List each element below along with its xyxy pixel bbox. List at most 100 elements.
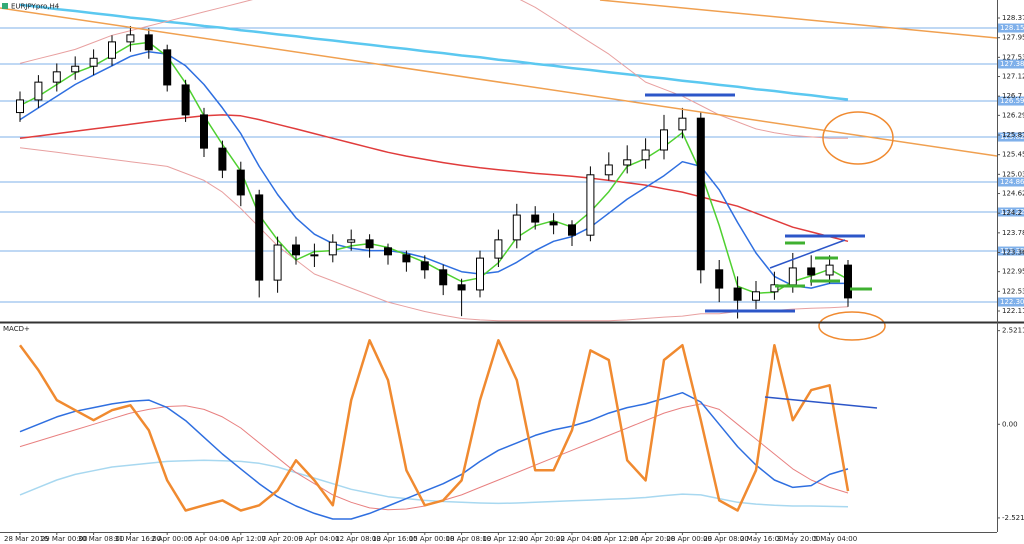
level-label: 122.302 xyxy=(1000,298,1024,306)
y-tick-label: 123.36 xyxy=(1002,248,1024,256)
candle-body xyxy=(292,244,300,256)
y-tick-label: 123.78 xyxy=(1002,229,1024,237)
y-tick-label: 127.53 xyxy=(1002,53,1024,61)
y-tick-label: 126.29 xyxy=(1002,111,1024,119)
y-tick-label: 122.53 xyxy=(1002,287,1024,295)
x-tick-label: 25 Apr 12:00 xyxy=(593,535,639,543)
candle-body xyxy=(34,81,43,101)
level-box xyxy=(998,96,1024,106)
trend-line xyxy=(0,7,997,157)
y-tick-label: 125.87 xyxy=(1002,131,1024,139)
candle-body xyxy=(200,114,208,149)
candle-body xyxy=(420,261,429,271)
y-tick-label: 122.11 xyxy=(1002,307,1024,315)
x-tick-label: 18 Apr 08:00 xyxy=(446,535,492,543)
x-tick-label: 5 May 04:00 xyxy=(814,535,858,543)
marker-line xyxy=(769,239,846,269)
level-label: 125.827 xyxy=(1000,133,1024,141)
candle-body xyxy=(144,34,153,51)
y-tick-label: 122.95 xyxy=(1002,268,1024,276)
candle-body xyxy=(678,117,687,131)
x-tick-label: 20 Apr 20:00 xyxy=(519,535,565,543)
x-tick-label: 22 Apr 04:00 xyxy=(556,535,602,543)
candle-body xyxy=(549,221,558,226)
candle-body xyxy=(568,224,576,236)
x-tick-label: 28 Mar 2016 xyxy=(4,535,49,543)
highlight-ellipse xyxy=(818,311,886,341)
candle-body xyxy=(384,247,392,256)
candle-body xyxy=(807,267,816,276)
candle-body xyxy=(623,159,632,166)
y-tick-label: 125.03 xyxy=(1002,170,1024,178)
candle-body xyxy=(660,129,668,151)
candle-body xyxy=(825,264,834,276)
y-tick-label: 124.2 xyxy=(1002,209,1022,217)
candle-body xyxy=(715,269,724,289)
x-tick-label: 9 Apr 04:00 xyxy=(298,535,339,543)
indicator-line xyxy=(19,3,849,101)
candle-body xyxy=(494,239,503,259)
level-label: 123.391 xyxy=(1000,247,1024,255)
candle-body xyxy=(604,164,613,176)
candle-body xyxy=(16,99,24,114)
x-tick-label: 2 May 16:00 xyxy=(740,535,784,543)
level-box xyxy=(998,59,1024,69)
indicator-line xyxy=(19,459,849,508)
candle-body xyxy=(696,117,705,271)
x-tick-label: 3 May 20:00 xyxy=(777,535,821,543)
candle-body xyxy=(255,194,264,281)
y-tick-label: 2.5211 xyxy=(1002,327,1024,335)
level-label: 128.156 xyxy=(1000,24,1024,32)
indicator-line xyxy=(19,147,849,322)
x-tick-label: 29 Mar 00:00 xyxy=(41,535,88,543)
x-tick-label: 15 Apr 00:00 xyxy=(409,535,455,543)
candle-body xyxy=(181,84,190,116)
level-box xyxy=(998,207,1024,217)
candle-body xyxy=(126,34,135,43)
x-tick-label: 13 Apr 16:00 xyxy=(372,535,418,543)
candle-body xyxy=(457,284,466,291)
trend-line xyxy=(599,0,997,39)
x-tick-label: 31 Mar 16:00 xyxy=(114,535,161,543)
candle-body xyxy=(788,267,797,286)
x-tick-label: 28 Apr 00:00 xyxy=(666,535,712,543)
marker-line xyxy=(764,396,878,409)
x-tick-label: 29 Apr 08:00 xyxy=(703,535,749,543)
drawings xyxy=(0,0,997,313)
x-tick-label: 6 Apr 12:00 xyxy=(225,535,266,543)
candle-body xyxy=(531,214,540,223)
highlight-ellipse xyxy=(822,111,894,165)
candle-body xyxy=(108,41,116,59)
candle-body xyxy=(844,264,852,299)
y-tick-label: 0.00 xyxy=(1002,420,1018,428)
y-tick-label: 125.45 xyxy=(1002,151,1024,159)
level-label: 127.387 xyxy=(1000,60,1024,68)
y-tick-label: 127.95 xyxy=(1002,34,1024,42)
x-tick-label: 19 Apr 12:00 xyxy=(482,535,528,543)
y-tick-label: 124.62 xyxy=(1002,190,1024,198)
candle-body xyxy=(641,149,650,161)
candle-body xyxy=(512,214,521,241)
candle-body xyxy=(52,71,61,83)
candle-body xyxy=(89,57,98,67)
candle-body xyxy=(770,284,779,293)
x-tick-label: 26 Apr 20:00 xyxy=(630,535,676,543)
y-tick-label: 127.12 xyxy=(1002,73,1024,81)
y-tick-label: 126.7 xyxy=(1002,92,1022,100)
macd-panel xyxy=(18,339,850,520)
indicator-line xyxy=(18,339,850,512)
level-label: 124.866 xyxy=(1000,178,1024,186)
x-tick-label: 30 Mar 08:00 xyxy=(78,535,125,543)
candle-body xyxy=(310,254,319,257)
indicator-line xyxy=(19,0,848,139)
candle-body xyxy=(71,65,80,73)
candle-body xyxy=(163,49,172,86)
candle-body xyxy=(236,169,245,196)
price-panel xyxy=(16,0,852,322)
candle-body xyxy=(733,287,742,301)
indicator-title: MACD+ xyxy=(3,325,30,333)
x-tick-label: 2 Apr 00:00 xyxy=(151,535,192,543)
y-tick-label: -2.5211 xyxy=(1002,514,1024,522)
